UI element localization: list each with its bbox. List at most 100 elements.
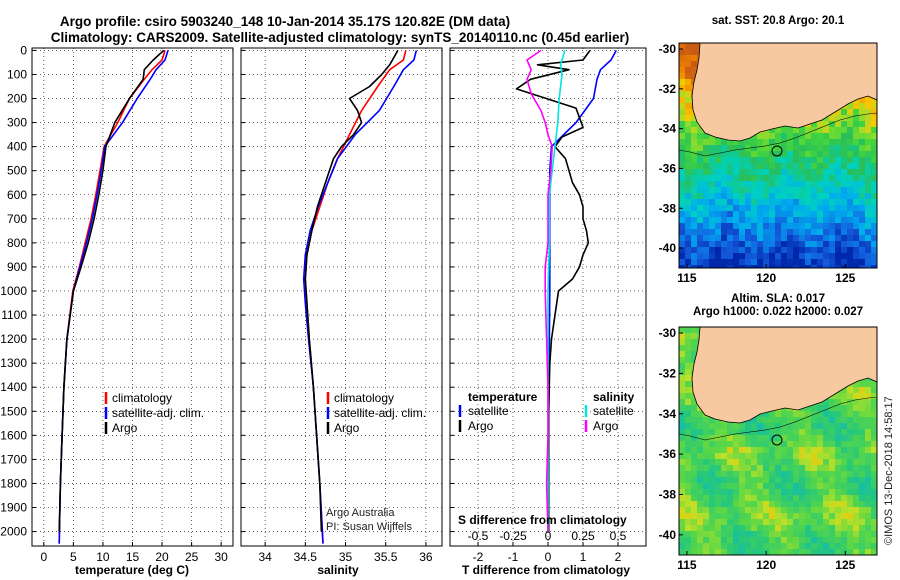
map-cell — [697, 253, 704, 260]
map-cell — [793, 145, 800, 152]
map-cell — [817, 253, 824, 260]
map-cell — [733, 229, 740, 236]
map-cell — [841, 423, 848, 430]
map-cell — [799, 133, 806, 140]
map-cell — [709, 531, 716, 538]
map-cell — [691, 483, 698, 490]
map-cell — [685, 471, 692, 478]
map-cell — [787, 211, 794, 218]
map-cell — [703, 259, 710, 266]
map-cell — [829, 253, 836, 260]
map-cell — [793, 459, 800, 466]
map-cell — [703, 163, 710, 170]
depth-tick-label: 500 — [7, 164, 27, 178]
map-cell — [823, 229, 830, 236]
map-cell — [703, 193, 710, 200]
map-cell — [775, 507, 782, 514]
map-cell — [697, 423, 704, 430]
map-cell — [733, 169, 740, 176]
map-cell — [679, 79, 686, 86]
map-cell — [841, 501, 848, 508]
map-cell — [829, 537, 836, 544]
map-cell — [709, 477, 716, 484]
map-cell — [859, 169, 866, 176]
map-cell — [709, 181, 716, 188]
map-cell — [679, 67, 686, 74]
map-cell — [835, 145, 842, 152]
map-cell — [853, 187, 860, 194]
map-cell — [841, 145, 848, 152]
map-cell — [775, 145, 782, 152]
map-cell — [817, 411, 824, 418]
map-cell — [745, 549, 752, 555]
map-cell — [763, 193, 770, 200]
map-cell — [751, 417, 758, 424]
map-cell — [787, 187, 794, 194]
map-cell — [871, 477, 877, 484]
map-cell — [763, 145, 770, 152]
depth-tick-label: 1200 — [0, 332, 27, 346]
map-cell — [697, 471, 704, 478]
map-cell — [823, 211, 830, 218]
map-cell — [745, 441, 752, 448]
map-cell — [709, 145, 716, 152]
map-cell — [823, 169, 830, 176]
map-cell — [769, 199, 776, 206]
map-cell — [727, 477, 734, 484]
map-cell — [847, 519, 854, 526]
map-cell — [805, 501, 812, 508]
map-cell — [745, 229, 752, 236]
depth-tick-label: 800 — [7, 236, 27, 250]
map-cell — [871, 247, 877, 254]
map-cell — [805, 489, 812, 496]
map-cell — [817, 187, 824, 194]
map-cell — [787, 127, 794, 134]
map-cell — [865, 181, 872, 188]
map-cell — [847, 549, 854, 555]
map-cell — [763, 217, 770, 224]
map-cell — [697, 507, 704, 514]
map-cell — [751, 241, 758, 248]
map-cell — [685, 513, 692, 520]
map-cell — [847, 387, 854, 394]
map-cell — [697, 229, 704, 236]
depth-tick-label: 2000 — [0, 525, 27, 539]
map-cell — [787, 429, 794, 436]
map-cell — [817, 133, 824, 140]
map-cell — [685, 241, 692, 248]
map-cell — [835, 175, 842, 182]
x-tick-label: 20 — [155, 550, 169, 564]
map-cell — [817, 145, 824, 152]
temperature-panel: 0 5 10 15 20 25 30 temperature (deg C) climato… — [31, 47, 234, 577]
map-cell — [871, 199, 877, 206]
map-cell — [745, 139, 752, 146]
map-cell — [871, 465, 877, 472]
map-cell — [871, 549, 877, 555]
map-cell — [811, 543, 818, 550]
map-cell — [871, 265, 877, 268]
map-cell — [859, 247, 866, 254]
map-cell — [847, 121, 854, 128]
map-cell — [805, 471, 812, 478]
map-cell — [871, 501, 877, 508]
map-cell — [835, 399, 842, 406]
map-cell — [733, 423, 740, 430]
map-cell — [793, 477, 800, 484]
map-cell — [817, 205, 824, 212]
map-cell — [841, 133, 848, 140]
map-cell — [697, 133, 704, 140]
map-cell — [853, 411, 860, 418]
map-cell — [781, 435, 788, 442]
map-cell — [787, 223, 794, 230]
map-cell — [685, 357, 692, 364]
map-cell — [709, 483, 716, 490]
map-cell — [841, 181, 848, 188]
map-cell — [685, 375, 692, 382]
map-cell — [781, 259, 788, 266]
map-cell — [691, 169, 698, 176]
map-cell — [847, 405, 854, 412]
map-cell — [739, 441, 746, 448]
map-cell — [859, 447, 866, 454]
map-cell — [859, 465, 866, 472]
map-cell — [709, 235, 716, 242]
